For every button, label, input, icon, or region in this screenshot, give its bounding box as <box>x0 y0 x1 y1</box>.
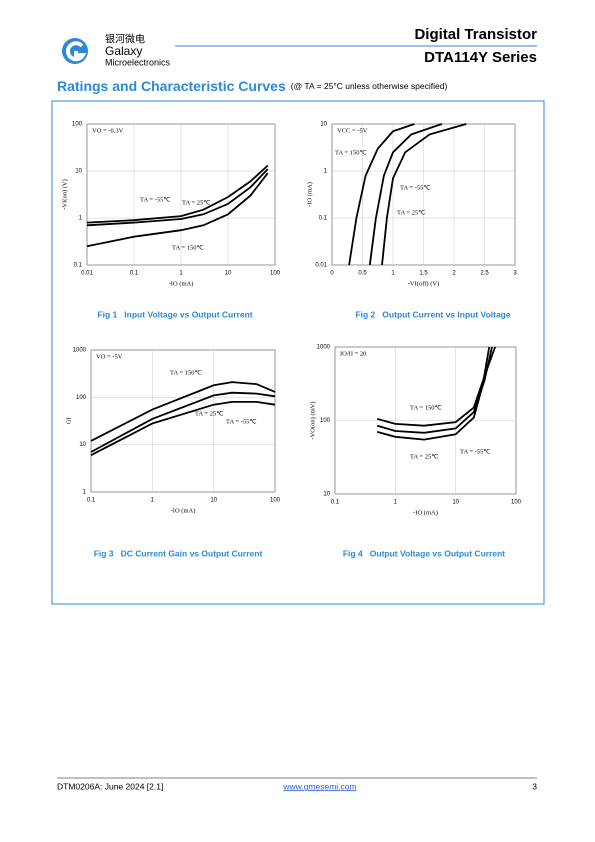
y-axis-label: -VI(on) (V) <box>61 179 68 210</box>
footer-url[interactable]: www.gmesemi.com <box>282 781 356 791</box>
curve <box>90 391 276 453</box>
curve-label: TA = 25℃ <box>397 209 426 216</box>
curve <box>376 346 491 441</box>
curve-label: TA = -55℃ <box>140 196 171 203</box>
curve <box>348 123 415 266</box>
x-tick-label: 1 <box>179 271 183 277</box>
y-tick-label: 10 <box>79 442 86 448</box>
x-tick-label: 1 <box>391 271 395 277</box>
section-title: Ratings and Characteristic Curves <box>57 78 286 94</box>
curve <box>368 123 443 266</box>
curve-label: TA = 25℃ <box>195 410 224 417</box>
x-tick-label: 0.01 <box>81 271 93 277</box>
x-axis-label: -IO (mA) <box>169 280 194 287</box>
condition-note: VCC = -5V <box>337 127 368 134</box>
x-axis-label: -IO (mA) <box>413 509 438 516</box>
logo-g <box>65 41 87 62</box>
header-subtitle: DTA114Y Series <box>424 49 537 66</box>
curve-label: TA = 25℃ <box>182 199 211 206</box>
x-tick-label: 100 <box>270 498 281 504</box>
curve <box>376 346 493 434</box>
curve-label: TA = 150℃ <box>335 149 367 156</box>
figure-caption: Fig 4 Output Voltage vs Output Current <box>343 548 505 558</box>
x-tick-label: 10 <box>225 271 232 277</box>
y-tick-label: 1 <box>79 216 83 222</box>
y-tick-label: 0.1 <box>74 263 83 269</box>
y-tick-label: 0.01 <box>315 263 327 269</box>
y-tick-label: 10 <box>75 169 82 175</box>
y-tick-label: 10 <box>320 122 327 128</box>
x-axis-label: -VI(off) (V) <box>408 280 439 287</box>
x-tick-label: 100 <box>511 500 522 506</box>
section-note: (@ TA = 25°C unless otherwise specified) <box>291 81 448 91</box>
footer-doc: DTM0206A: June 2024 [2.1] <box>57 781 163 791</box>
x-axis-label: -IO (mA) <box>171 507 196 514</box>
curve <box>86 164 269 224</box>
curve-label: TA = 150℃ <box>172 244 204 251</box>
y-axis-label: -IO (mA) <box>306 182 313 207</box>
curve-label: TA = -55℃ <box>460 448 491 455</box>
y-tick-label: 1 <box>324 169 328 175</box>
curve <box>90 401 276 456</box>
condition-note: VO = -5V <box>96 353 123 360</box>
curve-label: TA = -55℃ <box>226 418 257 425</box>
condition-note: VO = -0.3V <box>92 127 124 134</box>
figure-caption: Fig 1 Input Voltage vs Output Current <box>97 309 252 319</box>
y-axis-label: GI <box>65 418 72 425</box>
y-tick-label: 1000 <box>317 345 331 351</box>
y-tick-label: 100 <box>320 418 331 424</box>
x-tick-label: 10 <box>452 500 459 506</box>
footer-page: 3 <box>532 781 537 791</box>
x-tick-label: 100 <box>270 271 281 277</box>
logo-cn: 银河微电 <box>105 33 145 46</box>
x-tick-label: 3 <box>513 271 517 277</box>
x-tick-label: 0.1 <box>130 271 139 277</box>
curve <box>376 346 496 427</box>
curve-label: TA = 25℃ <box>410 453 439 460</box>
curve <box>381 123 467 266</box>
logo-en: Galaxy <box>105 44 142 58</box>
curve <box>86 172 269 248</box>
figure-box <box>51 100 545 605</box>
y-tick-label: 10 <box>323 492 330 498</box>
y-tick-label: 100 <box>72 122 83 128</box>
y-tick-label: 0.1 <box>319 216 328 222</box>
x-tick-label: 0 <box>330 271 334 277</box>
x-tick-label: 0.5 <box>358 271 367 277</box>
x-tick-label: 10 <box>210 498 217 504</box>
logo-en: Microelectronics <box>105 57 171 67</box>
figure-caption: Fig 3 DC Current Gain vs Output Current <box>94 548 263 558</box>
curve <box>90 381 276 442</box>
x-tick-label: 1 <box>394 500 398 506</box>
x-tick-label: 0.1 <box>87 498 96 504</box>
header-title: Digital Transistor <box>414 26 537 43</box>
curve-label: TA = 150℃ <box>170 369 202 376</box>
x-tick-label: 1 <box>151 498 155 504</box>
x-tick-label: 0.1 <box>331 500 340 506</box>
y-tick-label: 1 <box>83 490 87 496</box>
x-tick-label: 2 <box>452 271 456 277</box>
section-title: Ratings and Characteristic Curves (@ TA =… <box>57 78 447 94</box>
y-axis-label: -VO(on) (mV) <box>309 401 316 439</box>
x-tick-label: 1.5 <box>419 271 428 277</box>
curve-label: TA = -55℃ <box>400 184 431 191</box>
y-tick-label: 1000 <box>73 348 87 354</box>
condition-note: IO/II = 20 <box>340 350 366 357</box>
curve-label: TA = 150℃ <box>410 404 442 411</box>
y-tick-label: 100 <box>76 395 87 401</box>
x-tick-label: 2.5 <box>480 271 489 277</box>
figure-caption: Fig 2 Output Current vs Input Voltage <box>355 309 510 319</box>
curve <box>86 168 269 227</box>
